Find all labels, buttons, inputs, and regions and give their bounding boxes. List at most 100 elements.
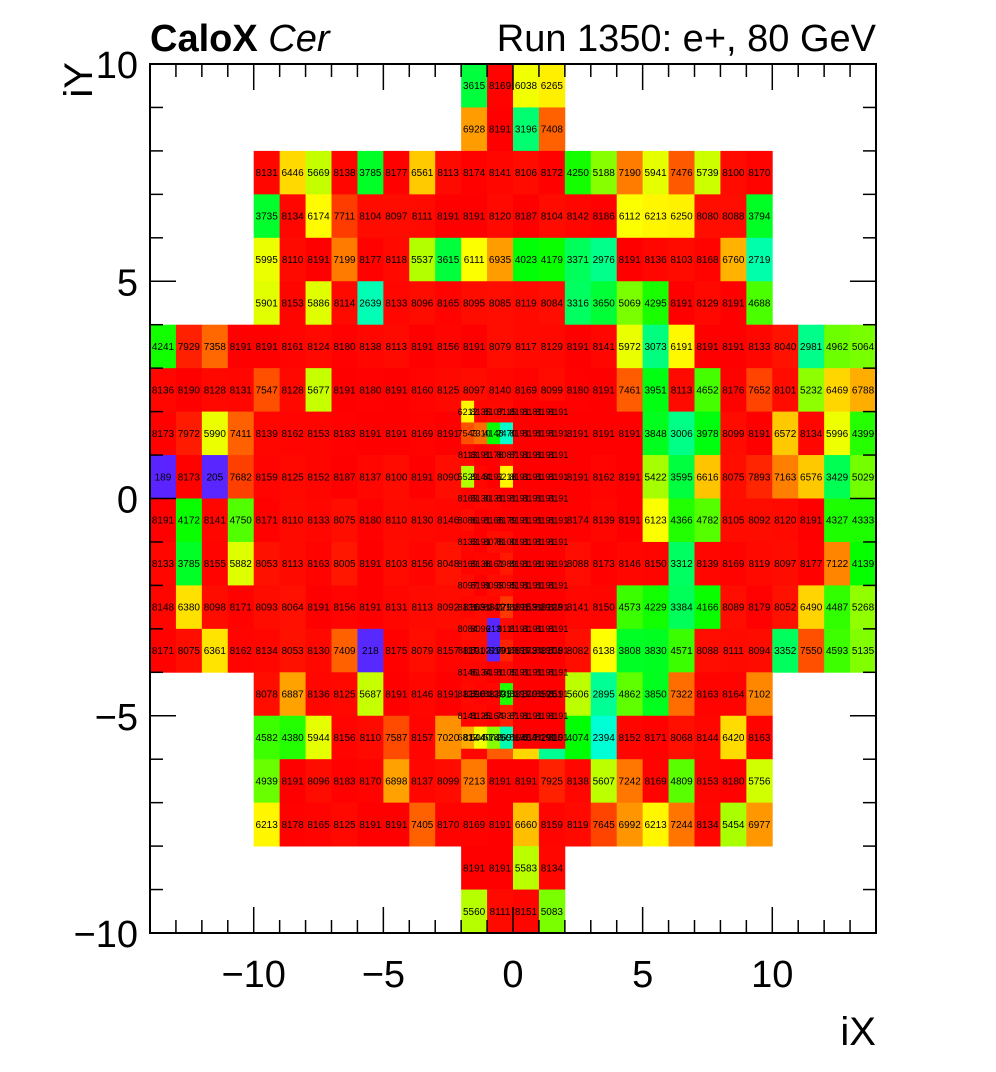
cell-value-label: 8100 [385,472,408,483]
cell-value-label: 8179 [748,603,771,614]
cell-value-label: 8191 [535,624,555,634]
heatmap-cell [824,324,851,369]
heatmap-cell [694,368,721,412]
cell-value-label: 8075 [333,516,356,527]
heatmap-fine-cell [525,683,540,706]
cell-value-label: 6038 [515,81,538,92]
heatmap-fine-cell [474,531,488,554]
cell-value-label: 8191 [509,733,529,743]
cell-value-label: 8117 [515,342,537,353]
heatmap-fine-cell [538,639,553,662]
cell-value-label: 8191 [522,494,542,504]
cell-value-label: 8170 [515,690,538,701]
cell-value-label: 8170 [748,168,771,179]
heatmap-cell [746,759,773,804]
cell-value-label: 5669 [307,168,330,179]
cell-value-label: 7461 [619,385,642,396]
cell-value-label: 2639 [359,298,382,309]
heatmap-cell [253,541,281,586]
heatmap-cell [409,541,436,586]
heatmap-fine-cell [551,422,566,445]
heatmap-cell [487,846,514,890]
heatmap-fine-cell [513,422,527,445]
heatmap-fine-cell [461,400,475,423]
heatmap-fine-cell [551,596,566,619]
cell-value-label: 8153 [515,603,538,614]
x-tick-label: 10 [751,954,793,996]
heatmap-cell [590,715,618,760]
heatmap-cell [227,498,255,543]
cell-value-label: 8138 [567,776,590,787]
heatmap-cell [564,281,592,326]
cell-value-label: 8153 [307,429,330,440]
heatmap-fine-cell [551,400,566,423]
heatmap-fine-cell [487,552,501,575]
heatmap-fine-cell [461,444,475,467]
cell-value-label: 8142 [567,212,590,223]
heatmap-cell [461,281,488,326]
cell-value-label: 8079 [411,646,434,657]
cell-value-label: 3316 [567,298,590,309]
heatmap-fine-cell [474,465,488,489]
heatmap-cell [513,107,540,152]
cell-value-label: 8191 [522,581,542,591]
heatmap-cell [772,324,799,369]
heatmap-cell [720,672,747,717]
heatmap-cell [616,628,644,673]
cell-value-label: 8131 [385,603,408,614]
heatmap-cell [746,585,773,630]
heatmap-cell [798,628,825,673]
heatmap-fine-cell [513,683,527,706]
cell-value-label: 8191 [696,342,719,353]
cell-value-label: 8191 [567,342,590,353]
heatmap-cell [227,324,255,369]
cell-value-label: 6191 [670,342,693,353]
cell-value-label: 218 [362,646,379,657]
cell-value-label: 8191 [437,429,460,440]
heatmap-fine-cell [500,531,514,554]
cell-value-label: 8135 [471,407,491,417]
heatmap-cell [616,150,644,195]
cell-value-label: 8153 [696,776,719,787]
heatmap-cell [461,150,488,195]
cell-value-label: 5886 [307,298,330,309]
x-tick-label: 0 [502,954,523,996]
heatmap-cell [772,541,799,586]
cell-value-label: 8169 [489,81,512,92]
heatmap-cell [409,672,436,717]
heatmap-cell [253,672,281,717]
heatmap-fine-cell [513,639,527,662]
cell-value-label: 8191 [509,624,529,634]
cell-value-label: 8169 [458,559,478,569]
cell-value-label: 8191 [471,537,491,547]
cell-value-label: 8168 [696,255,719,266]
cell-value-label: 8191 [359,429,382,440]
cell-value-label: 8191 [471,450,491,460]
cell-value-label: 8097 [463,385,486,396]
cell-value-label: 8153 [281,298,304,309]
heatmap-cell [227,368,255,412]
cell-value-label: 7682 [230,472,253,483]
heatmap-cell [824,628,851,673]
cell-value-label: 8191 [230,342,253,353]
heatmap-cell [305,455,332,499]
heatmap-cell [720,498,747,543]
heatmap-cell [824,498,851,543]
heatmap-fine-cell [551,726,566,749]
cell-value-label: 4652 [696,385,719,396]
cell-value-label: 5083 [541,907,564,918]
heatmap-cell [150,411,177,456]
heatmap-cell [383,237,410,282]
cell-value-label: 8191 [522,472,542,482]
cell-value-label: 8191 [593,429,616,440]
heatmap-fine-cell [461,574,475,597]
cell-value-label: 8163 [696,690,719,701]
cell-value-label: 8131 [256,168,279,179]
heatmap-cell [694,802,721,847]
heatmap-fine-cell [500,465,514,489]
cell-value-label: 8159 [256,472,279,483]
cell-value-label: 8129 [696,298,719,309]
cell-value-label: 8191 [522,602,542,612]
cell-value-label: 8118 [386,255,408,266]
run-label: Run 1350: e+, 80 GeV [496,18,876,60]
